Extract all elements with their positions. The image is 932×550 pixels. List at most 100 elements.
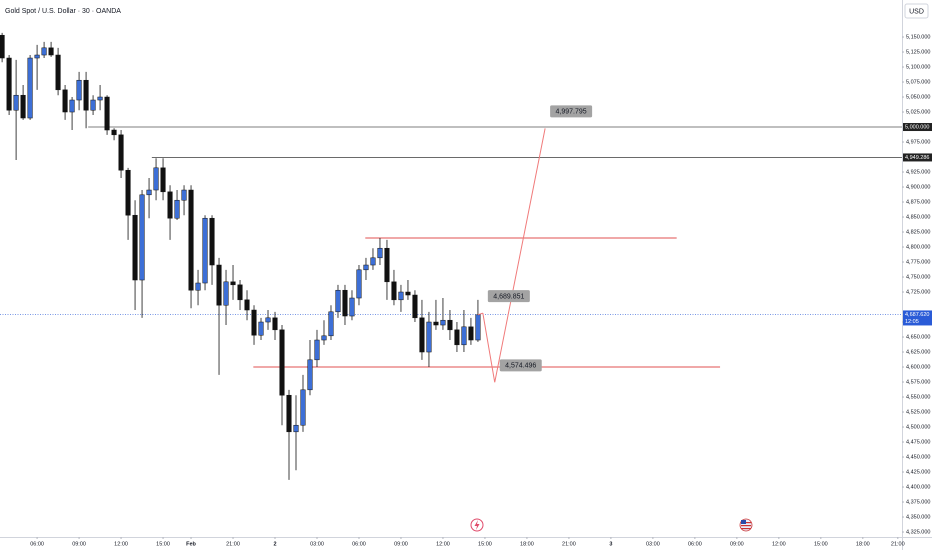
x-tick-label: 21:00 [226,541,240,547]
x-tick-label: 09:00 [394,541,408,547]
y-tick-label: 4,850.000 [906,214,930,220]
countdown-label: 12:05 [905,319,919,325]
candle-body [55,54,61,91]
y-tick-label: 4,350.000 [906,514,930,520]
projection-path [482,128,546,383]
candle-body [83,79,89,111]
last-price-label: 4,687.620 [905,312,929,318]
candle-body [6,57,12,111]
price-line-axis-box [903,123,932,132]
candle-body [468,326,474,341]
candle-body [48,47,54,56]
candle-body [265,317,271,323]
y-tick-label: 4,500.000 [906,424,930,430]
candle-body [461,326,467,346]
y-tick-label: 4,575.000 [906,379,930,385]
x-tick-label: 15:00 [814,541,828,547]
projection-label-box [487,290,530,303]
candle-body [132,214,138,281]
candle-body [195,282,201,291]
chart-title: Gold Spot / U.S. Dollar · 30 · OANDA [5,8,121,15]
candle-body [426,321,432,353]
candle-body [349,297,355,317]
candle-body [209,217,215,266]
candle-body [454,329,460,346]
candle-body [181,189,187,201]
candle-body [279,329,285,396]
candle-body [174,199,180,219]
candle-body [34,54,40,59]
candle-body [20,94,26,119]
candle-body [300,389,306,426]
events-icon[interactable] [470,518,484,532]
candle-body [223,281,229,306]
candle-body [237,284,243,301]
candle-body [153,167,159,191]
projection-label-box [550,105,593,118]
projection-start [477,312,484,316]
price-line-axis-box [903,153,932,162]
candle-body [251,309,257,336]
x-tick-label: 09:00 [730,541,744,547]
y-tick-label: 5,150.000 [906,34,930,40]
x-tick-label: 12:00 [114,541,128,547]
candle-body [272,317,278,331]
x-tick-label: 03:00 [310,541,324,547]
y-tick-label: 4,325.000 [906,529,930,535]
candle-body [419,317,425,353]
currency-label[interactable]: USD [909,8,924,15]
y-tick-label: 5,100.000 [906,64,930,70]
candle-body [363,264,369,271]
y-tick-label: 4,525.000 [906,409,930,415]
y-tick-label: 4,650.000 [906,334,930,340]
candle-body [27,57,33,119]
projection-label: 4,574.496 [505,363,536,370]
candle-body [230,281,236,286]
y-tick-label: 4,750.000 [906,274,930,280]
x-tick-label: 06:00 [352,541,366,547]
price-line-axis-label: 4,949.286 [905,155,929,161]
candle-body [258,321,264,336]
candle-body [146,189,152,196]
candle-body [188,189,194,291]
y-tick-label: 4,425.000 [906,469,930,475]
x-tick-label: 15:00 [478,541,492,547]
candle-body [440,319,446,326]
x-tick-label: 12:00 [436,541,450,547]
candle-body [314,339,320,361]
candle-body [356,269,362,299]
candle-body [321,335,327,341]
candle-body [328,311,334,337]
y-tick-label: 4,600.000 [906,364,930,370]
candle-body [433,321,439,326]
projection-label-box [499,359,542,372]
currency-button[interactable] [904,3,929,19]
candle-body [286,394,292,433]
candle-body [97,96,103,101]
candle-body [111,129,117,136]
y-tick-label: 4,375.000 [906,499,930,505]
x-tick-label: 09:00 [72,541,86,547]
y-tick-label: 4,725.000 [906,289,930,295]
y-tick-label: 4,925.000 [906,169,930,175]
y-tick-label: 4,825.000 [906,229,930,235]
y-tick-label: 4,800.000 [906,244,930,250]
candle-body [307,359,313,391]
candle-body [377,247,383,259]
candle-body [293,424,299,433]
candle-body [62,89,68,113]
x-tick-label: 12:00 [772,541,786,547]
x-tick-label: 21:00 [562,541,576,547]
candle-body [447,319,453,331]
candle-body [370,257,376,266]
candle-body [69,99,75,113]
y-tick-label: 4,550.000 [906,394,930,400]
candle-body [118,134,124,171]
x-tick-label: 2 [273,541,276,547]
y-tick-label: 4,875.000 [906,199,930,205]
economic-event-flag[interactable] [739,518,753,532]
